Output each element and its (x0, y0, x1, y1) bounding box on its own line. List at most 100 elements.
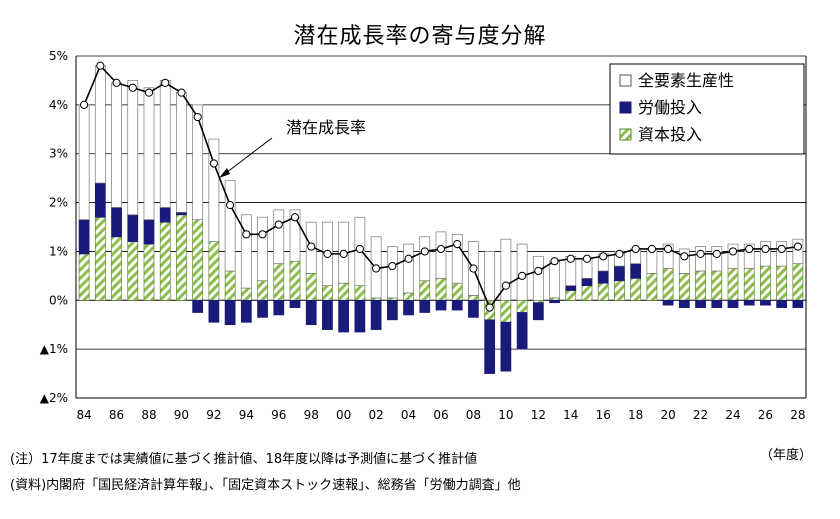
x-tick-label: 88 (141, 408, 156, 422)
x-tick-label: 12 (531, 408, 546, 422)
bar-capital-input (224, 270, 236, 301)
bar-tfp (240, 214, 252, 289)
bar-labor-input (419, 299, 431, 313)
bar-labor-input (484, 319, 496, 374)
bar-capital-input (516, 299, 528, 313)
x-tick-label: 14 (563, 408, 578, 422)
bar-tfp (727, 243, 739, 269)
bar-labor-input (403, 299, 414, 316)
bar-capital-input (240, 287, 252, 301)
bar-tfp (143, 87, 155, 221)
bar-tfp (159, 80, 171, 208)
bar-capital-input (565, 290, 577, 301)
bar-capital-input (127, 241, 139, 301)
bar-capital-input (549, 297, 560, 301)
line-point (193, 112, 202, 122)
line-point (728, 247, 738, 256)
bar-capital-input (111, 236, 122, 301)
x-tick-label: 00 (336, 408, 351, 422)
bar-labor-input (565, 285, 577, 291)
line-point (323, 249, 332, 258)
line-point (550, 257, 559, 266)
bar-tfp (484, 251, 496, 301)
bar-capital-input (159, 221, 171, 301)
bar-tfp (532, 255, 544, 301)
potential-growth-line (80, 61, 802, 312)
line-point (420, 247, 429, 256)
legend-label: 全要素生産性 (638, 71, 734, 90)
legend-swatch-labor (619, 101, 632, 114)
bar-labor-input (776, 299, 788, 308)
line-point (112, 78, 121, 87)
bar-capital-input (257, 280, 268, 301)
x-tick-label: 98 (304, 408, 319, 422)
line-point (793, 242, 802, 251)
bar-tfp (208, 138, 220, 243)
bar-labor-input (176, 211, 187, 216)
bar-labor-input (711, 299, 723, 308)
bar-capital-input (727, 268, 739, 301)
line-point (177, 88, 186, 97)
line-point (777, 244, 786, 254)
bar-tfp (78, 104, 90, 221)
line-point (534, 266, 543, 276)
legend-label: 資本投入 (638, 125, 702, 144)
bar-capital-input (192, 219, 204, 301)
bar-tfp (192, 104, 204, 221)
bar-capital-input (386, 297, 398, 301)
bar-tfp (662, 243, 674, 269)
legend-swatch-tfp (619, 74, 632, 87)
line-point (631, 244, 640, 254)
y-tick-label: 2% (49, 196, 68, 210)
bar-labor-input (94, 182, 106, 218)
y-tick-label: 3% (49, 147, 68, 161)
x-tick-label: 96 (271, 408, 286, 422)
x-tick-label: 16 (596, 408, 611, 422)
bar-labor-input (678, 299, 690, 308)
bar-tfp (257, 216, 268, 282)
line-point (696, 249, 705, 258)
bar-capital-input (760, 265, 771, 301)
line-point (96, 61, 105, 70)
chart-title: 潜在成長率の寄与度分解 (293, 24, 547, 49)
line-point (144, 88, 154, 97)
bar-tfp (386, 246, 398, 299)
bar-tfp (435, 231, 447, 279)
line-point (518, 271, 527, 280)
x-tick-label: 08 (466, 408, 481, 422)
line-point (226, 200, 235, 210)
line-point (761, 244, 770, 254)
bar-tfp (549, 260, 560, 299)
bar-capital-input (500, 299, 512, 323)
annotation: 潜在成長率 (219, 118, 366, 178)
line-point (712, 249, 721, 258)
bar-labor-input (386, 299, 398, 321)
bar-tfp (711, 246, 723, 272)
line-point (274, 220, 283, 229)
bar-capital-input (403, 292, 414, 301)
bar-labor-input (273, 299, 285, 316)
annotation-arrow-line (221, 137, 273, 177)
line-point (339, 249, 348, 258)
x-tick-label: 28 (790, 408, 805, 422)
line-point (647, 244, 656, 254)
legend-box (609, 63, 805, 155)
line-point (485, 303, 494, 312)
bar-tfp (760, 241, 771, 267)
bar-labor-input (322, 299, 333, 330)
bar-labor-input (662, 299, 674, 306)
line-point (436, 244, 446, 254)
bar-labor-input (597, 270, 609, 284)
bar-capital-input (532, 299, 544, 304)
line-point (599, 252, 608, 261)
bar-capital-input (743, 268, 755, 301)
annotation-arrow-head (219, 168, 230, 178)
bar-tfp (111, 82, 122, 208)
bar-capital-input (451, 282, 463, 301)
bar-tfp (224, 180, 236, 272)
x-tick-label: 94 (239, 408, 254, 422)
bar-labor-input (370, 299, 382, 330)
bar-labor-input (159, 207, 171, 223)
bar-tfp (776, 241, 788, 267)
